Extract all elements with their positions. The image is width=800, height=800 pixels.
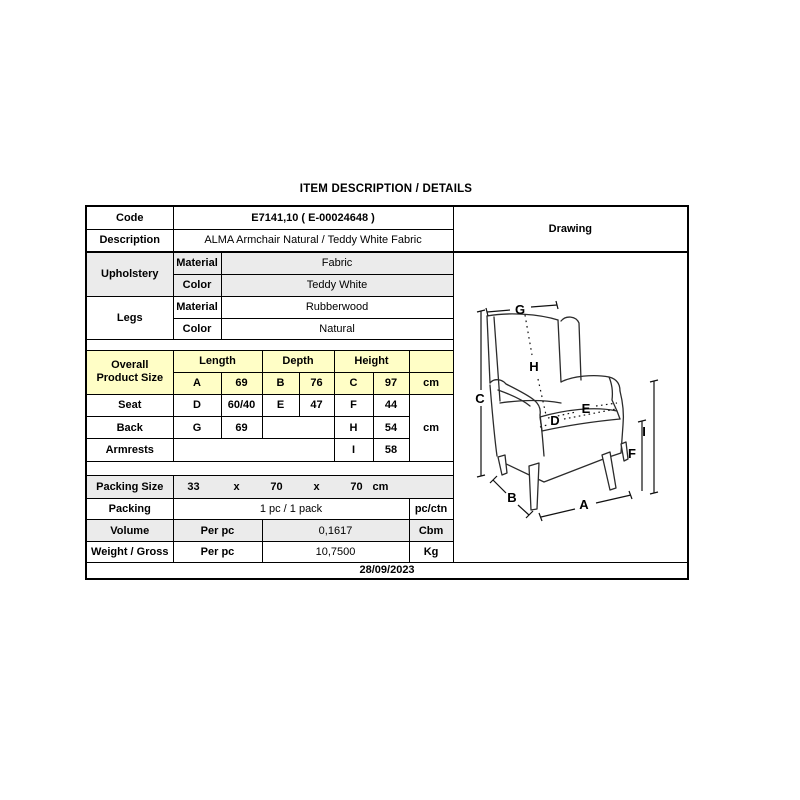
upholstery-material-label: Material	[172, 251, 222, 275]
upholstery-color-label: Color	[172, 273, 222, 297]
dim-label-I: I	[642, 424, 646, 439]
armrests-height-value: 58	[372, 438, 410, 462]
date-value: 28/09/2023	[85, 562, 689, 579]
back-height-value: 54	[372, 416, 410, 439]
packing-size-x1: x	[233, 481, 240, 493]
code-label: Code	[85, 205, 174, 230]
back-length-value: 69	[220, 416, 263, 439]
dimension-lines	[476, 300, 658, 522]
row-packing: Packing 1 pc / 1 pack pc/ctn	[85, 498, 688, 520]
packing-size-v2: 70	[270, 481, 283, 493]
seat-height-value: 44	[372, 393, 410, 418]
armchair-outline	[486, 313, 629, 511]
seat-depth-key: E	[261, 393, 300, 418]
overall-unit: cm	[408, 371, 454, 395]
spacer-cell	[85, 338, 454, 351]
seat-depth-value: 47	[298, 393, 335, 418]
row-code: Code E7141,10 ( E-00024648 ) Drawing	[85, 205, 689, 253]
overall-height-value: 97	[372, 371, 410, 395]
volume-per: Per pc	[172, 519, 263, 542]
seat-back-armrests-unit: cm	[408, 393, 454, 463]
dim-label-E: E	[581, 401, 590, 416]
dim-label-B: B	[507, 490, 516, 505]
row-weight: Weight / Gross Per pc 10,7500 Kg	[85, 541, 688, 563]
row-description: Description ALMA Armchair Natural / Tedd…	[85, 228, 688, 253]
drawing-area: G H C D E I F B A	[452, 251, 689, 563]
length-header: Length	[172, 349, 263, 373]
packing-label: Packing	[85, 498, 174, 520]
code-value: E7141,10 ( E-00024648 )	[172, 205, 454, 230]
spec-table: Code E7141,10 ( E-00024648 ) Drawing Des…	[85, 205, 690, 580]
dim-label-F: F	[628, 446, 636, 461]
dim-label-A: A	[579, 497, 589, 512]
volume-label: Volume	[85, 519, 174, 542]
packing-size-value: 33 x 70 x 70 cm	[172, 475, 454, 499]
armrests-label: Armrests	[85, 438, 174, 462]
upholstery-color-value: Teddy White	[220, 273, 454, 297]
overall-depth-key: B	[261, 371, 300, 395]
weight-label: Weight / Gross	[85, 541, 174, 563]
legs-color-value: Natural	[220, 317, 454, 340]
row-size-header: Overall Product Size Length Depth Height	[85, 349, 688, 395]
legs-label: Legs	[85, 295, 174, 340]
overall-product-size-label: Overall Product Size	[85, 349, 174, 395]
row-legs-material: Legs Material Rubberwood	[85, 295, 688, 340]
packing-value: 1 pc / 1 pack	[172, 498, 410, 520]
back-length-key: G	[172, 416, 222, 439]
weight-unit: Kg	[408, 541, 454, 563]
empty-cell	[261, 416, 335, 439]
row-date: 28/09/2023	[85, 562, 689, 579]
depth-header: Depth	[261, 349, 335, 373]
row-overall-values: A 69 B 76 C 97 cm	[86, 371, 688, 395]
overall-line1: Overall	[111, 359, 149, 372]
seat-length-value: 60/40	[220, 393, 263, 418]
dim-label-H: H	[529, 359, 538, 374]
seat-length-key: D	[172, 393, 222, 418]
volume-unit: Cbm	[408, 519, 454, 542]
dim-label-D: D	[550, 413, 559, 428]
packing-size-v1: 33	[187, 481, 200, 493]
upholstery-material-value: Fabric	[220, 251, 454, 275]
seat-label: Seat	[85, 393, 174, 418]
dim-label-G: G	[515, 302, 525, 317]
seat-height-key: F	[333, 393, 374, 418]
drawing-header: Drawing	[452, 205, 689, 253]
back-label: Back	[85, 416, 174, 439]
armrests-height-key: I	[333, 438, 374, 462]
empty-cell	[408, 349, 454, 373]
packing-size-x2: x	[313, 481, 320, 493]
overall-depth-value: 76	[298, 371, 335, 395]
packing-size-unit: cm	[372, 481, 389, 493]
packing-size-label: Packing Size	[85, 475, 174, 499]
overall-height-key: C	[333, 371, 374, 395]
description-label: Description	[85, 228, 174, 253]
page-title: ITEM DESCRIPTION / DETAILS	[299, 183, 473, 195]
height-header: Height	[333, 349, 410, 373]
weight-value: 10,7500	[261, 541, 410, 563]
dim-label-C: C	[475, 391, 485, 406]
description-value: ALMA Armchair Natural / Teddy White Fabr…	[172, 228, 454, 253]
legs-color-label: Color	[172, 317, 222, 340]
overall-line2: Product Size	[96, 372, 164, 385]
packing-unit: pc/ctn	[408, 498, 454, 520]
overall-length-value: 69	[220, 371, 263, 395]
row-seat: Seat D 60/40 E 47 F 44 cm	[85, 393, 688, 463]
weight-per: Per pc	[172, 541, 263, 563]
row-packing-size: Packing Size 33 x 70 x 70 cm	[85, 475, 688, 499]
legs-material-value: Rubberwood	[220, 295, 454, 319]
upholstery-label: Upholstery	[85, 251, 174, 297]
row-volume: Volume Per pc 0,1617 Cbm	[85, 519, 688, 542]
spacer-cell	[85, 461, 454, 476]
packing-size-parts: 33 x 70 x 70 cm	[174, 477, 452, 498]
overall-length-key: A	[172, 371, 222, 395]
armchair-drawing: G H C D E I F B A	[475, 300, 658, 522]
row-upholstery-material: Upholstery Material Fabric	[85, 251, 689, 563]
dimension-labels: G H C D E I F B A	[475, 302, 646, 512]
legs-material-label: Material	[172, 295, 222, 319]
empty-cell	[172, 438, 335, 462]
back-height-key: H	[333, 416, 374, 439]
volume-value: 0,1617	[261, 519, 410, 542]
packing-size-v3: 70	[350, 481, 363, 493]
